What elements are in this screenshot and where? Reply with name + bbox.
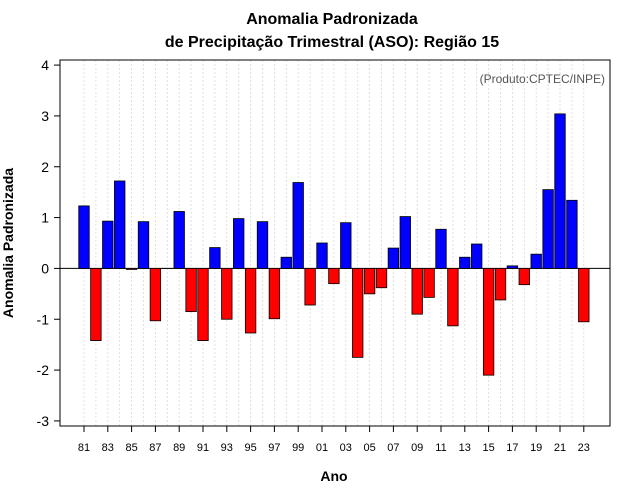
bar-2016 xyxy=(494,268,507,301)
bars xyxy=(78,113,590,376)
bar-2003 xyxy=(340,222,352,269)
x-tick-label: 05 xyxy=(363,442,375,454)
bar-2009 xyxy=(411,268,423,315)
x-tick-label: 85 xyxy=(125,442,137,454)
x-tick-label: 07 xyxy=(387,442,399,454)
bar-2013 xyxy=(459,256,471,269)
bar-1984 xyxy=(114,180,126,269)
bar-1985 xyxy=(125,268,138,270)
bar-2015 xyxy=(482,268,495,376)
x-tick-label: 95 xyxy=(244,442,256,454)
gridlines xyxy=(83,60,585,426)
bar-1991 xyxy=(197,268,209,341)
x-tick-label: 19 xyxy=(530,442,542,454)
bar-2023 xyxy=(578,268,590,323)
x-tick-label: 89 xyxy=(173,442,185,454)
x-tick-label: 21 xyxy=(554,442,566,454)
x-tick-label: 81 xyxy=(78,442,90,454)
x-axis-title: Ano xyxy=(320,468,347,484)
y-tick-label: 2 xyxy=(41,159,49,175)
bar-2018 xyxy=(518,268,530,286)
bar-1996 xyxy=(256,221,269,269)
bar-1994 xyxy=(233,218,245,269)
y-tick-label: 0 xyxy=(41,260,49,276)
bar-1998 xyxy=(280,256,292,269)
bar-2007 xyxy=(387,247,400,269)
y-axis-title: Anomalia Padronizada xyxy=(0,168,16,318)
x-tick-label: 13 xyxy=(459,442,471,454)
x-tick-label: 93 xyxy=(221,442,233,454)
y-tick-label: -1 xyxy=(37,311,50,327)
y-tick-label: -2 xyxy=(37,362,50,378)
credit-label: (Produto:CPTEC/INPE) xyxy=(480,72,605,86)
bar-1993 xyxy=(221,268,233,320)
bar-1982 xyxy=(90,268,102,341)
x-tick-label: 01 xyxy=(316,442,328,454)
chart-title-line-2: de Precipitação Trimestral (ASO): Região… xyxy=(165,34,499,51)
x-tick-label: 17 xyxy=(506,442,518,454)
y-tick-label: -3 xyxy=(37,413,50,429)
bar-2022 xyxy=(566,199,578,269)
bar-2001 xyxy=(316,242,328,269)
x-tick-label: 91 xyxy=(197,442,209,454)
bar-2019 xyxy=(530,253,542,269)
bar-1989 xyxy=(173,211,185,269)
bar-2014 xyxy=(471,243,483,269)
x-tick-label: 11 xyxy=(435,442,446,454)
bar-2010 xyxy=(423,268,435,298)
x-tick-label: 23 xyxy=(578,442,590,454)
bar-2004 xyxy=(352,268,364,358)
plot-frame xyxy=(59,59,611,427)
x-tick-label: 15 xyxy=(482,442,494,454)
bar-1997 xyxy=(268,268,281,320)
bar-2011 xyxy=(435,228,447,269)
y-axis: 4 3 2 1 0 -1 -2 -3 xyxy=(37,57,60,429)
x-tick-label: 03 xyxy=(340,442,352,454)
x-tick-label: 99 xyxy=(292,442,304,454)
bar-2000 xyxy=(304,268,316,306)
x-tick-label: 09 xyxy=(411,442,423,454)
x-axis: 81 83 85 87 89 91 93 95 97 99 01 03 05 07 09 11 13 15 17 19… xyxy=(78,426,590,454)
chart-title-line-1: Anomalia Padronizada xyxy=(246,11,418,28)
bar-2017 xyxy=(506,265,519,269)
bar-1999 xyxy=(292,182,304,269)
bar-2006 xyxy=(375,268,388,289)
bar-2012 xyxy=(447,268,459,327)
bar-1987 xyxy=(149,268,162,322)
y-tick-label: 4 xyxy=(41,57,49,73)
bar-1992 xyxy=(209,247,221,269)
bar-1990 xyxy=(185,268,197,313)
x-tick-label: 87 xyxy=(149,442,161,454)
bar-1981 xyxy=(78,205,90,269)
x-tick-label: 97 xyxy=(268,442,280,454)
y-tick-label: 1 xyxy=(41,210,49,226)
bar-1983 xyxy=(102,220,114,269)
bar-2020 xyxy=(542,189,554,269)
bar-2002 xyxy=(328,268,340,285)
bar-1986 xyxy=(137,221,150,269)
y-tick-label: 3 xyxy=(41,108,49,124)
bar-2005 xyxy=(363,268,376,295)
bar-2021 xyxy=(554,113,566,269)
x-tick-label: 83 xyxy=(102,442,114,454)
bar-1995 xyxy=(244,268,257,334)
bar-2008 xyxy=(399,216,411,269)
